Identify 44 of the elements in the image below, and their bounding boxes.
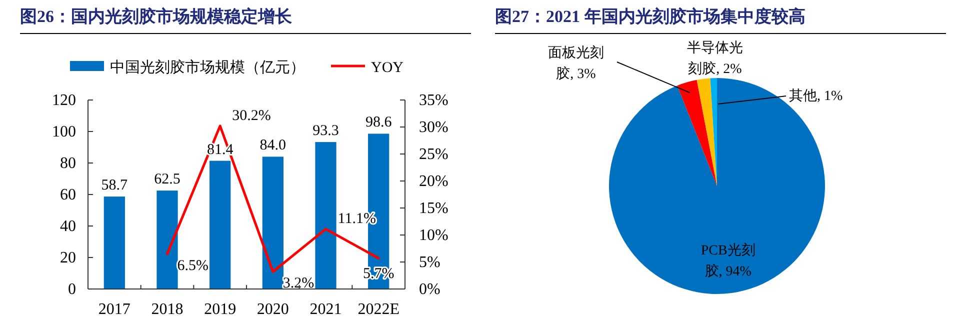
y2-tick-label: 35%: [419, 92, 448, 109]
bar: [156, 190, 178, 289]
slice-label: PCB光刻胶, 94%: [700, 242, 756, 280]
y-tick-label: 100: [52, 124, 76, 140]
bar: [104, 196, 125, 289]
slice-label: 面板光刻胶, 3%: [548, 45, 604, 82]
data-label: 98.6: [365, 114, 392, 131]
slice-label: 其他, 1%: [789, 88, 843, 104]
legend-label: YOY: [371, 60, 404, 76]
chart-title: 图27：2021 年国内光刻胶市场集中度较高: [495, 7, 806, 26]
y-tick-label: 0: [68, 281, 76, 298]
x-tick-label: 2018: [151, 301, 184, 318]
data-label: 84.0: [260, 138, 286, 154]
y2-tick-label: 15%: [419, 200, 448, 217]
y-tick-label: 40: [60, 218, 76, 235]
bar: [210, 160, 231, 289]
y2-tick-label: 30%: [419, 119, 448, 136]
data-label: 62.5: [154, 172, 180, 188]
y2-tick-label: 10%: [419, 227, 448, 244]
x-tick-label: 2019: [204, 301, 236, 318]
bar: [262, 156, 284, 289]
legend-label: 中国光刻胶市场规模（亿元）: [110, 59, 305, 76]
y2-tick-label: 25%: [419, 146, 448, 163]
y-tick-label: 20: [60, 250, 76, 266]
pie-slice: [677, 80, 717, 186]
y2-tick-label: 0%: [419, 281, 440, 298]
slice-label: 半导体光刻胶, 2%: [687, 40, 743, 77]
x-tick-label: 2017: [98, 301, 130, 318]
y-tick-label: 120: [52, 92, 76, 109]
pie-slice: [696, 78, 717, 186]
chart-title: 图26：国内光刻胶市场规模稳定增长: [20, 7, 293, 26]
x-tick-label: 2021: [310, 301, 342, 318]
data-label: 3.2%: [282, 276, 314, 292]
x-tick-label: 2022E: [358, 301, 400, 318]
data-label: 93.3: [312, 123, 339, 140]
y-tick-label: 60: [60, 186, 76, 204]
x-tick-label: 2020: [256, 301, 289, 318]
y-tick-label: 80: [60, 155, 76, 172]
data-label: 58.7: [101, 178, 128, 194]
data-label: 30.2%: [232, 108, 271, 124]
y2-tick-label: 5%: [419, 254, 440, 271]
pie-slice: [609, 78, 825, 294]
y2-tick-label: 20%: [419, 173, 448, 190]
bar: [315, 142, 336, 289]
